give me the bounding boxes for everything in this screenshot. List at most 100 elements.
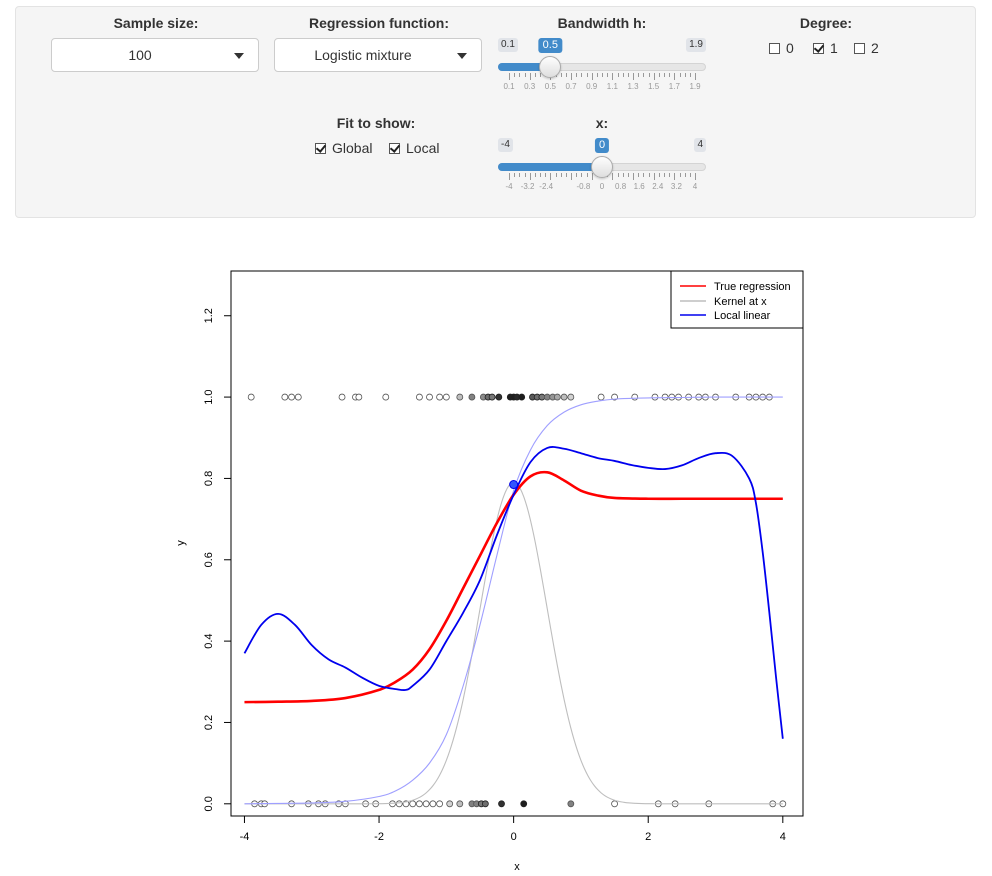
bandwidth-max-label: 1.9 bbox=[686, 38, 706, 52]
slider-tick bbox=[674, 73, 676, 80]
slider-tick bbox=[581, 73, 583, 77]
x-tick-label: 2 bbox=[645, 831, 651, 843]
slider-tick bbox=[529, 173, 531, 180]
slider-tick bbox=[524, 73, 526, 77]
y-tick-label: 0.0 bbox=[203, 796, 215, 811]
bandwidth-slider[interactable]: 0.1 1.9 0.5 0.1 0.3 0.5 0.7 0.9 1.1 1.3 1.5 1.7 1… bbox=[498, 38, 706, 98]
slider-tick bbox=[571, 173, 572, 180]
slider-tick bbox=[664, 73, 665, 77]
slider-tick-label: 1.3 bbox=[627, 82, 639, 91]
y-tick-label: 0.6 bbox=[203, 552, 215, 567]
legend-entry-kernel: Kernel at x bbox=[714, 296, 767, 308]
slider-tick bbox=[679, 173, 681, 177]
slider-tick-label: 0.1 bbox=[503, 82, 515, 91]
y-tick-label: 0.2 bbox=[203, 715, 215, 730]
slider-tick bbox=[617, 73, 619, 77]
checkbox-icon[interactable] bbox=[315, 142, 326, 154]
bandwidth-handle[interactable] bbox=[539, 56, 562, 78]
x-ticks bbox=[498, 173, 706, 181]
slider-tick bbox=[540, 73, 541, 77]
regression-function-select[interactable]: Logistic mixture bbox=[274, 38, 482, 72]
data-point bbox=[442, 393, 450, 401]
chevron-down-icon bbox=[457, 53, 467, 59]
bandwidth-ticks bbox=[498, 73, 706, 81]
fit-option-label: Global bbox=[332, 140, 373, 156]
slider-tick-label: 1.1 bbox=[606, 82, 618, 91]
regression-function-value: Logistic mixture bbox=[314, 47, 412, 63]
data-point bbox=[560, 393, 568, 401]
legend-entry-local: Local linear bbox=[714, 310, 771, 322]
slider-tick bbox=[596, 73, 598, 77]
data-point bbox=[456, 393, 464, 401]
data-point bbox=[651, 393, 659, 401]
slider-tick bbox=[514, 173, 516, 177]
slider-tick bbox=[684, 73, 686, 77]
degree-option-0[interactable]: 0 bbox=[769, 40, 794, 56]
slider-tick bbox=[560, 73, 562, 77]
checkbox-icon[interactable] bbox=[389, 142, 400, 154]
slider-tick-label: 2.4 bbox=[652, 182, 664, 191]
checkbox-icon[interactable] bbox=[813, 42, 824, 54]
slider-tick-label: 3.2 bbox=[670, 182, 682, 191]
slider-tick-label: 0.8 bbox=[615, 182, 627, 191]
slider-tick-label: 4 bbox=[692, 182, 698, 191]
slider-tick bbox=[607, 73, 609, 77]
slider-tick bbox=[576, 73, 578, 77]
kernel-line bbox=[244, 481, 783, 805]
global-fit-line bbox=[244, 396, 783, 805]
slider-tick-label: -2.4 bbox=[539, 182, 554, 191]
slider-tick bbox=[591, 73, 593, 80]
slider-tick bbox=[658, 73, 660, 77]
slider-tick bbox=[653, 73, 655, 80]
data-point bbox=[611, 800, 618, 808]
slider-tick bbox=[669, 73, 671, 77]
slider-tick bbox=[524, 173, 526, 177]
x-slider[interactable]: -4 4 0 -4 -3.2 -2.4 -0.8 0 0.8 1.6 2.4 3.2 4 bbox=[498, 138, 706, 198]
slider-tick-label: -4 bbox=[505, 182, 513, 191]
local-linear-line bbox=[243, 446, 784, 739]
degree-option-1[interactable]: 1 bbox=[813, 40, 838, 56]
x-tick-label: -2 bbox=[374, 831, 384, 843]
bandwidth-min-label: 0.1 bbox=[498, 38, 518, 52]
slider-tick bbox=[622, 173, 624, 177]
slider-tick bbox=[689, 173, 691, 177]
data-point bbox=[456, 800, 464, 808]
slider-tick-label: 1.5 bbox=[648, 82, 660, 91]
x-slider-label: x: bbox=[595, 115, 609, 131]
degree-option-2[interactable]: 2 bbox=[854, 40, 879, 56]
x-max-label: 4 bbox=[694, 138, 706, 152]
slider-tick bbox=[565, 73, 567, 77]
checkbox-icon[interactable] bbox=[854, 42, 865, 54]
x-tick-label: 0 bbox=[511, 831, 517, 843]
data-point bbox=[422, 800, 430, 808]
data-point bbox=[338, 393, 346, 401]
data-point bbox=[567, 393, 575, 401]
slider-tick bbox=[565, 173, 567, 177]
checkbox-icon[interactable] bbox=[769, 42, 780, 54]
slider-tick bbox=[612, 73, 614, 80]
plot-frame bbox=[230, 270, 804, 817]
data-point bbox=[416, 800, 423, 808]
sample-size-select[interactable]: 100 bbox=[51, 38, 259, 72]
current-x-point bbox=[509, 480, 519, 490]
slider-tick-label: 1.6 bbox=[633, 182, 645, 191]
x-handle[interactable] bbox=[591, 156, 613, 178]
slider-tick-label: 0 bbox=[599, 182, 605, 191]
true-regression-line bbox=[244, 470, 783, 704]
data-point bbox=[498, 800, 505, 808]
slider-tick-label: 0.3 bbox=[524, 82, 536, 91]
y-tick-label: 0.4 bbox=[203, 633, 215, 648]
slider-tick bbox=[602, 73, 603, 77]
fit-option-global[interactable]: Global bbox=[315, 140, 372, 156]
y-tick-label: 0.8 bbox=[203, 471, 215, 486]
fit-option-label: Local bbox=[406, 140, 440, 156]
fit-option-local[interactable]: Local bbox=[389, 140, 439, 156]
degree-option-label: 0 bbox=[786, 40, 794, 56]
slider-tick bbox=[576, 173, 578, 177]
data-point bbox=[567, 800, 575, 808]
slider-tick bbox=[586, 73, 588, 77]
slider-tick bbox=[571, 73, 572, 80]
data-point bbox=[631, 393, 639, 401]
chevron-down-icon bbox=[234, 53, 244, 59]
